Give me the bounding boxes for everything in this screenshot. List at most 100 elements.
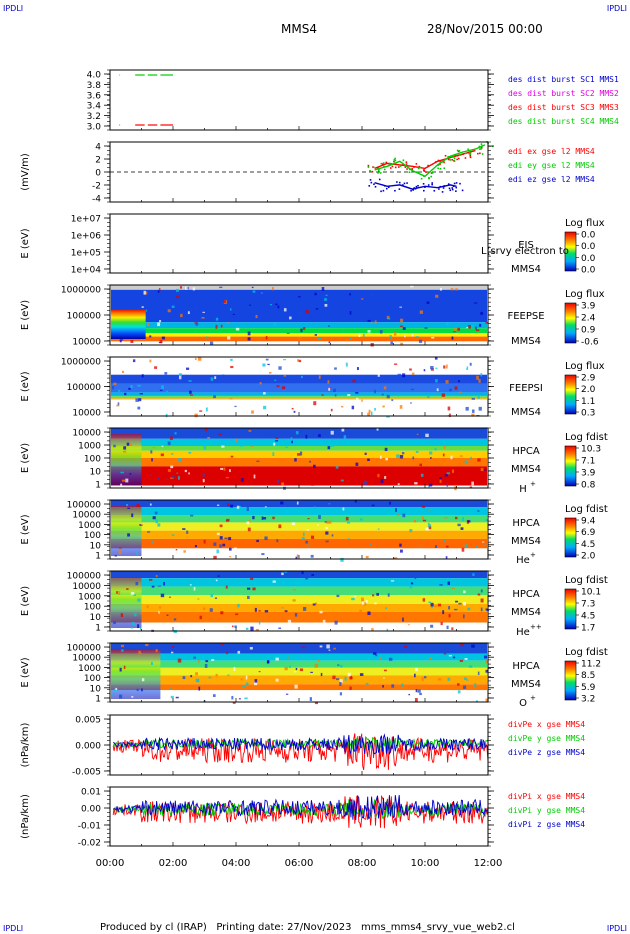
y-tick-label-divpi: 0.00 <box>81 805 101 815</box>
spectrogram-speckle <box>349 686 352 690</box>
series-point-green <box>456 149 459 152</box>
spectrogram-speckle <box>215 673 218 677</box>
series-point-red <box>447 158 450 161</box>
spectrogram-speckle <box>275 303 278 306</box>
spectrogram-speckle <box>164 372 168 375</box>
spectrogram-speckle <box>451 627 454 630</box>
series-point-blue <box>417 184 419 187</box>
spectrogram-speckle <box>131 696 134 698</box>
spectrogram-speckle <box>391 399 394 402</box>
spectrogram-speckle <box>471 413 475 417</box>
spectrogram-speckle <box>478 323 482 327</box>
spectrogram-speckle <box>148 578 153 581</box>
spectrogram-speckle <box>223 467 226 471</box>
spectrogram-speckle <box>149 474 152 477</box>
series-point-blue <box>380 190 382 193</box>
spectrogram-speckle <box>339 664 343 668</box>
spectrogram-speckle <box>213 542 217 546</box>
spectrogram-speckle <box>367 330 371 333</box>
species-label-hpca_o: O <box>519 698 527 709</box>
spectrogram-speckle <box>475 329 480 332</box>
spectrogram-speckle <box>349 337 352 340</box>
series-point-green <box>431 172 434 174</box>
spectrogram-speckle <box>428 526 432 530</box>
series-point-green <box>383 165 385 168</box>
spectrogram-speckle <box>474 683 477 688</box>
instrument-label-feepse: FEEPSE <box>507 311 544 322</box>
spectrogram-speckle <box>351 405 355 410</box>
spectrogram-speckle <box>286 332 290 334</box>
spectrogram-speckle <box>261 516 264 520</box>
series-point-blue <box>453 182 456 185</box>
series-point-green <box>389 162 391 165</box>
spectrogram-speckle <box>204 428 208 431</box>
spectrogram-speckle <box>136 552 138 556</box>
spectrogram-speckle <box>139 626 142 630</box>
y-tick-label-hpca_he: 100 <box>84 531 101 541</box>
spectrogram-speckle <box>439 611 442 615</box>
spectrogram-speckle <box>243 571 247 576</box>
spectrogram-speckle <box>363 602 367 606</box>
spectrogram-speckle <box>141 678 145 682</box>
spectrogram-speckle <box>404 645 408 648</box>
spectrogram-speckle <box>382 684 384 688</box>
y-tick-label-edi: -4 <box>92 195 101 205</box>
y-tick-label-edi: 2 <box>95 156 101 166</box>
spectrogram-speckle <box>414 673 416 678</box>
spectrogram-speckle <box>386 553 388 556</box>
series-point-blue <box>459 182 461 185</box>
y-tick-label-burst: 3.6 <box>87 91 102 101</box>
spectrogram-speckle <box>118 389 121 392</box>
y-tick-label-divpe: 0.005 <box>75 716 101 726</box>
spectrogram-speckle <box>192 701 195 705</box>
spectrogram-speckle <box>226 322 230 324</box>
spectrogram-speckle <box>266 660 270 664</box>
spectrogram-speckle <box>309 697 312 702</box>
spectrogram-speckle <box>117 413 121 417</box>
spectrogram-speckle <box>219 536 223 540</box>
instrument-label-hpca_h: HPCA <box>512 446 540 457</box>
spectrogram-speckle <box>354 500 357 503</box>
series-point-blue <box>382 189 385 192</box>
spectrogram-band <box>111 395 487 399</box>
spectrogram-speckle <box>229 308 232 311</box>
spectrogram-speckle <box>480 607 483 612</box>
y-tick-label-feepsi: 10000 <box>72 409 101 419</box>
spectrogram-speckle <box>136 688 139 692</box>
spectrogram-speckle <box>249 304 252 306</box>
spectrogram-speckle <box>356 397 359 402</box>
series-point-red <box>367 164 370 167</box>
spectrogram-speckle <box>400 549 403 553</box>
spectrogram-speckle <box>228 536 232 541</box>
spectrogram-speckle <box>423 369 426 372</box>
spectrogram-speckle <box>399 405 403 409</box>
spectrogram-speckle <box>170 436 173 440</box>
spectrogram-speckle <box>119 694 123 699</box>
spectrogram-speckle <box>159 389 163 391</box>
spectrogram-speckle <box>280 501 284 505</box>
spectrogram-speckle <box>173 618 177 621</box>
spectrogram-band <box>111 653 487 661</box>
corner-label-bottom-left: IPDLI <box>3 924 23 933</box>
series-point-red <box>404 166 407 168</box>
spectrogram-speckle <box>446 625 449 630</box>
series-point-green <box>481 145 483 147</box>
spectrogram-speckle <box>450 455 453 460</box>
spectrogram-speckle <box>411 334 414 337</box>
spectrogram-speckle <box>382 405 385 408</box>
spectrogram-speckle <box>278 627 282 630</box>
spectrogram-speckle <box>184 469 187 473</box>
colorbar-tick-label-hpca_hepp: 1.7 <box>581 624 595 634</box>
spectrogram-speckle <box>368 409 371 414</box>
colorbar-tick-label-hpca_o: 5.9 <box>581 683 596 693</box>
series-point-blue <box>452 185 455 188</box>
y-tick-label-hpca_o: 10 <box>90 684 102 694</box>
series-point-green <box>422 175 425 177</box>
spectrogram-speckle <box>126 442 130 446</box>
spectrogram-speckle <box>303 327 306 330</box>
spectrogram-speckle <box>130 591 135 595</box>
spectrogram-speckle <box>189 307 192 311</box>
spectrogram-speckle <box>208 676 212 679</box>
spectrogram-speckle <box>477 396 480 399</box>
